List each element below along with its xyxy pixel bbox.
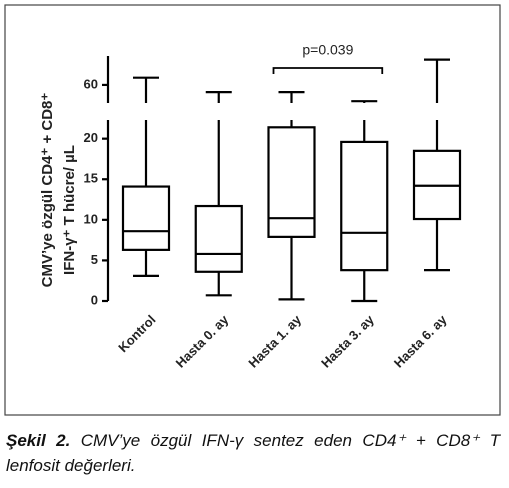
y-tick-label: 20 [84, 130, 98, 145]
x-tick-label: Kontrol [115, 312, 158, 355]
y-tick-label: 10 [84, 211, 98, 226]
x-tick-label: Hasta 6. ay [391, 311, 450, 370]
box [121, 185, 171, 251]
caption: Şekil 2. CMV’ye özgül IFN-γ sentez eden … [6, 428, 500, 478]
y-tick-label: 5 [91, 252, 98, 267]
y-tick-label: 60 [84, 76, 98, 91]
significance-bracket [272, 67, 384, 74]
x-tick-label: Hasta 0. ay [173, 311, 232, 370]
x-tick-label: Hasta 1. ay [245, 311, 304, 370]
caption-label: Şekil 2. [6, 431, 71, 450]
y-label: IFN-γ⁺ T hücre/ µL [61, 145, 78, 275]
frame [4, 4, 501, 416]
box [194, 204, 243, 273]
chart: CMV’ye özgül CD4⁺ + CD8⁺ IFN-γ⁺ T hücre/… [4, 4, 501, 416]
box [267, 126, 316, 238]
caption-text: CMV’ye özgül IFN-γ sentez eden CD4⁺ + CD… [6, 431, 500, 475]
y-tick-label: 15 [84, 171, 98, 186]
x-tick-label: Hasta 3. ay [318, 311, 377, 370]
annotation: p=0.039 [302, 42, 353, 58]
box [340, 140, 389, 272]
y-tick-label: 0 [91, 292, 98, 307]
y-label: CMV’ye özgül CD4⁺ + CD8⁺ [39, 93, 56, 288]
